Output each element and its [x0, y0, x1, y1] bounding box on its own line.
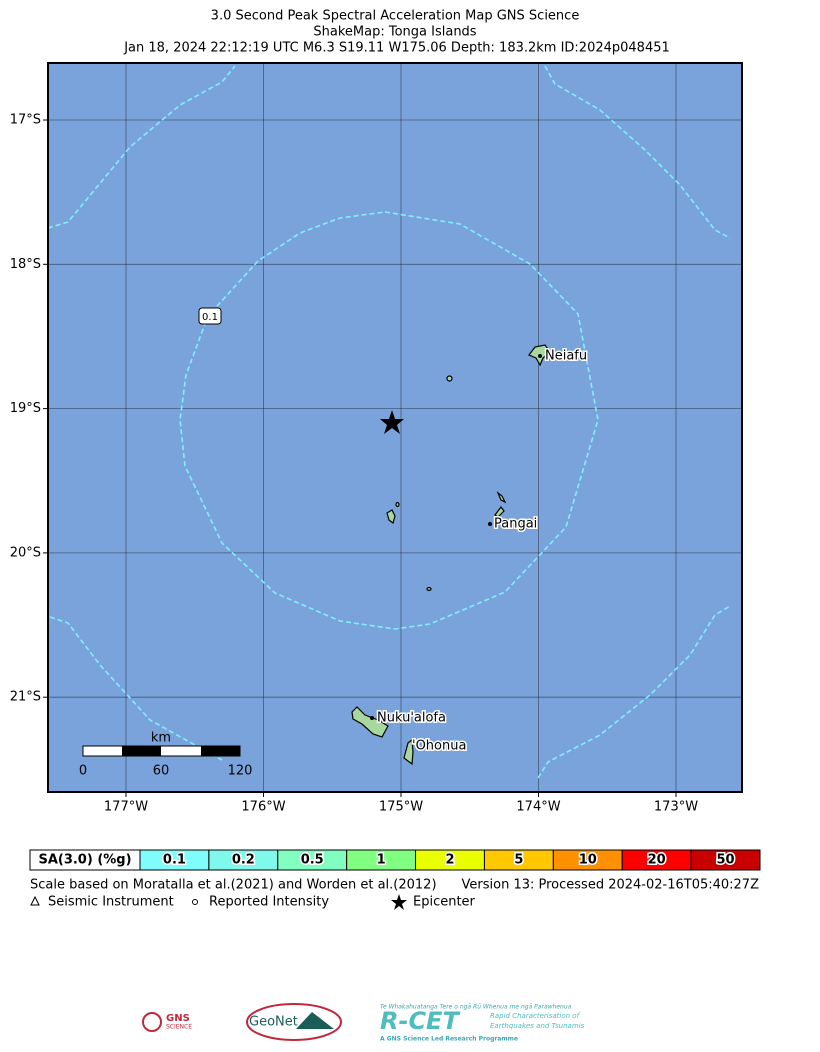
lon-tick-label: 176°W — [241, 800, 285, 815]
legend-cell — [690, 849, 761, 871]
graticule — [48, 63, 742, 792]
geonet-mountain — [296, 1012, 334, 1029]
map-frame — [47, 62, 743, 793]
logos: GNS SCIENCE GeoNet Te Whakahuatanga Tere… — [142, 1003, 585, 1043]
legend-value: 1 — [377, 853, 386, 868]
lon-tick-label: 177°W — [104, 800, 148, 815]
scale-label: 60 — [153, 764, 170, 779]
lon-tick-label: 175°W — [379, 800, 423, 815]
lon-tick-label: 174°W — [516, 800, 560, 815]
rcet-sub: A GNS Science Led Research Programme — [380, 1036, 518, 1043]
contour — [179, 211, 599, 630]
place-label: Pangai — [494, 517, 537, 532]
rcet-logo: R-CET — [380, 1007, 460, 1035]
contour — [537, 605, 731, 779]
legend: SA(3.0) (%g) 0.1 0.2 0.5 1 2 5 10 20 50 — [29, 849, 761, 871]
title: 3.0 Second Peak Spectral Acceleration Ma… — [211, 9, 580, 24]
island — [446, 375, 453, 382]
scale-label: 120 — [228, 764, 253, 779]
place-label: Nuku'alofa — [377, 711, 446, 726]
legend-value: 5 — [514, 853, 523, 868]
scale-bar: km 0 60 120 — [79, 731, 253, 779]
legend-value: 50 — [717, 853, 735, 868]
place-dot — [538, 354, 542, 358]
contour-label: 0.1 — [202, 312, 218, 323]
event-info: Jan 18, 2024 22:12:19 UTC M6.3 S19.11 W1… — [123, 41, 670, 56]
geonet-logo: GeoNet — [249, 1015, 298, 1030]
lon-tick-label: 173°W — [654, 800, 698, 815]
contour — [544, 65, 731, 239]
lat-tick-label: 20°S — [10, 545, 41, 560]
rcet-tag: Te Whakahuatanga Tere o ngā Rū Whenua me… — [380, 1004, 572, 1011]
symbol-label: Reported Intensity — [209, 895, 329, 910]
island — [496, 491, 507, 504]
scale-bar-segment — [122, 746, 161, 756]
instrument-symbol — [30, 895, 40, 906]
legend-value: 20 — [648, 853, 666, 868]
symbol-label: Seismic Instrument — [48, 895, 174, 910]
lat-tick-label: 19°S — [10, 401, 41, 416]
rcet-desc: Rapid Characterisation of — [490, 1012, 581, 1020]
island — [351, 706, 389, 738]
island — [494, 506, 505, 518]
epicenter-symbol — [391, 894, 407, 910]
contour — [47, 65, 236, 229]
island — [395, 501, 400, 508]
rcet-desc: Earthquakes and Tsunamis — [490, 1022, 585, 1030]
scale-label: 0 — [79, 764, 87, 779]
island — [403, 738, 414, 766]
gns-icon — [142, 1012, 162, 1032]
place-dot — [370, 716, 374, 720]
legend-value: 10 — [579, 853, 597, 868]
version: Version 13: Processed 2024-02-16T05:40:2… — [462, 878, 760, 893]
place-label: 'Ohonua — [412, 739, 466, 754]
legend-value: 0.5 — [301, 853, 324, 868]
place-dot — [488, 522, 492, 526]
intensity-symbol — [192, 899, 198, 905]
lat-tick-label: 21°S — [10, 690, 41, 705]
scale-note: Scale based on Moratalla et al.(2021) an… — [30, 878, 437, 893]
legend-value: 0.2 — [232, 853, 255, 868]
lat-tick-label: 18°S — [10, 257, 41, 272]
legend-header: SA(3.0) (%g) — [38, 853, 131, 868]
place-label: Neiafu — [545, 349, 587, 364]
island — [426, 586, 432, 592]
epicenter — [380, 410, 404, 434]
contour — [49, 616, 223, 761]
symbol-label: Epicenter — [413, 895, 476, 910]
island — [386, 509, 396, 525]
legend-value: 0.1 — [163, 853, 186, 868]
lat-tick-label: 17°S — [10, 113, 41, 128]
subtitle: ShakeMap: Tonga Islands — [313, 25, 476, 40]
geonet-ring — [246, 1003, 342, 1041]
gns-logo: GNS — [166, 1013, 190, 1024]
scale-unit: km — [151, 731, 171, 746]
contour-label-box — [198, 307, 222, 325]
scale-bar-segment — [201, 746, 240, 756]
legend-value: 2 — [445, 853, 454, 868]
gns-logo-sub: SCIENCE — [166, 1024, 192, 1031]
